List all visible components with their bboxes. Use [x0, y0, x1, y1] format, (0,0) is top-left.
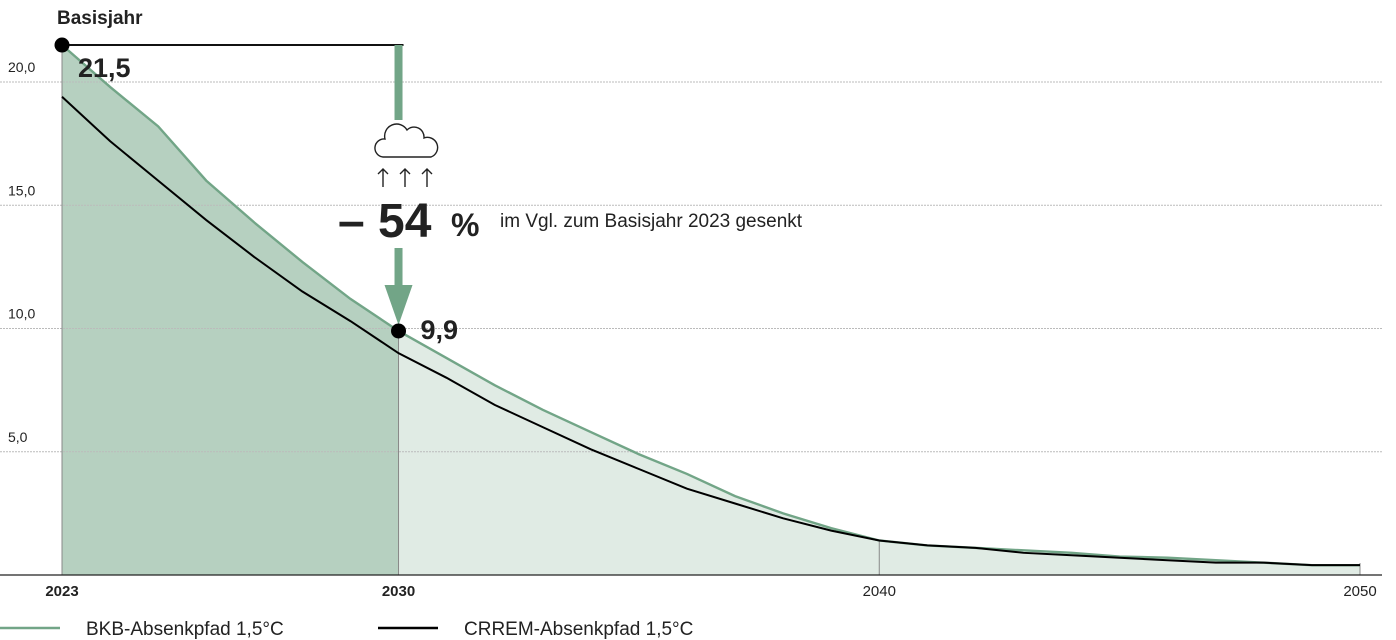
- x-tick-label: 2023: [45, 583, 78, 600]
- x-tick-label: 2050: [1343, 583, 1376, 600]
- y-tick-label: 20,0: [8, 59, 35, 75]
- y-tick-label: 10,0: [8, 306, 35, 322]
- area: [62, 45, 399, 575]
- highlight-dot: [54, 37, 70, 53]
- highlight-dot: [391, 323, 407, 339]
- y-tick-label: 5,0: [8, 429, 28, 445]
- highlight-label: 21,5: [78, 53, 131, 83]
- reduction-unit: %: [451, 207, 479, 243]
- annotation-icons: [374, 123, 439, 187]
- x-tick-label: 2040: [863, 583, 896, 600]
- base-label: Basisjahr: [57, 8, 143, 29]
- series-line: [61, 96, 1360, 567]
- reduction-label: – 54: [338, 195, 432, 248]
- area: [398, 330, 1360, 575]
- arrow-head: [384, 284, 413, 325]
- legend-label: BKB-Absenkpfad 1,5°C: [86, 619, 284, 640]
- reduction-text: im Vgl. zum Basisjahr 2023 gesenkt: [500, 211, 803, 232]
- up-arrows: [377, 168, 433, 187]
- x-tick-label: 2030: [382, 583, 415, 600]
- legend-label: CRREM-Absenkpfad 1,5°C: [464, 619, 693, 640]
- highlight-label: 9,9: [421, 315, 459, 345]
- cloud-icon: [374, 123, 439, 158]
- series-line: [61, 44, 1360, 567]
- y-tick-label: 15,0: [8, 182, 35, 198]
